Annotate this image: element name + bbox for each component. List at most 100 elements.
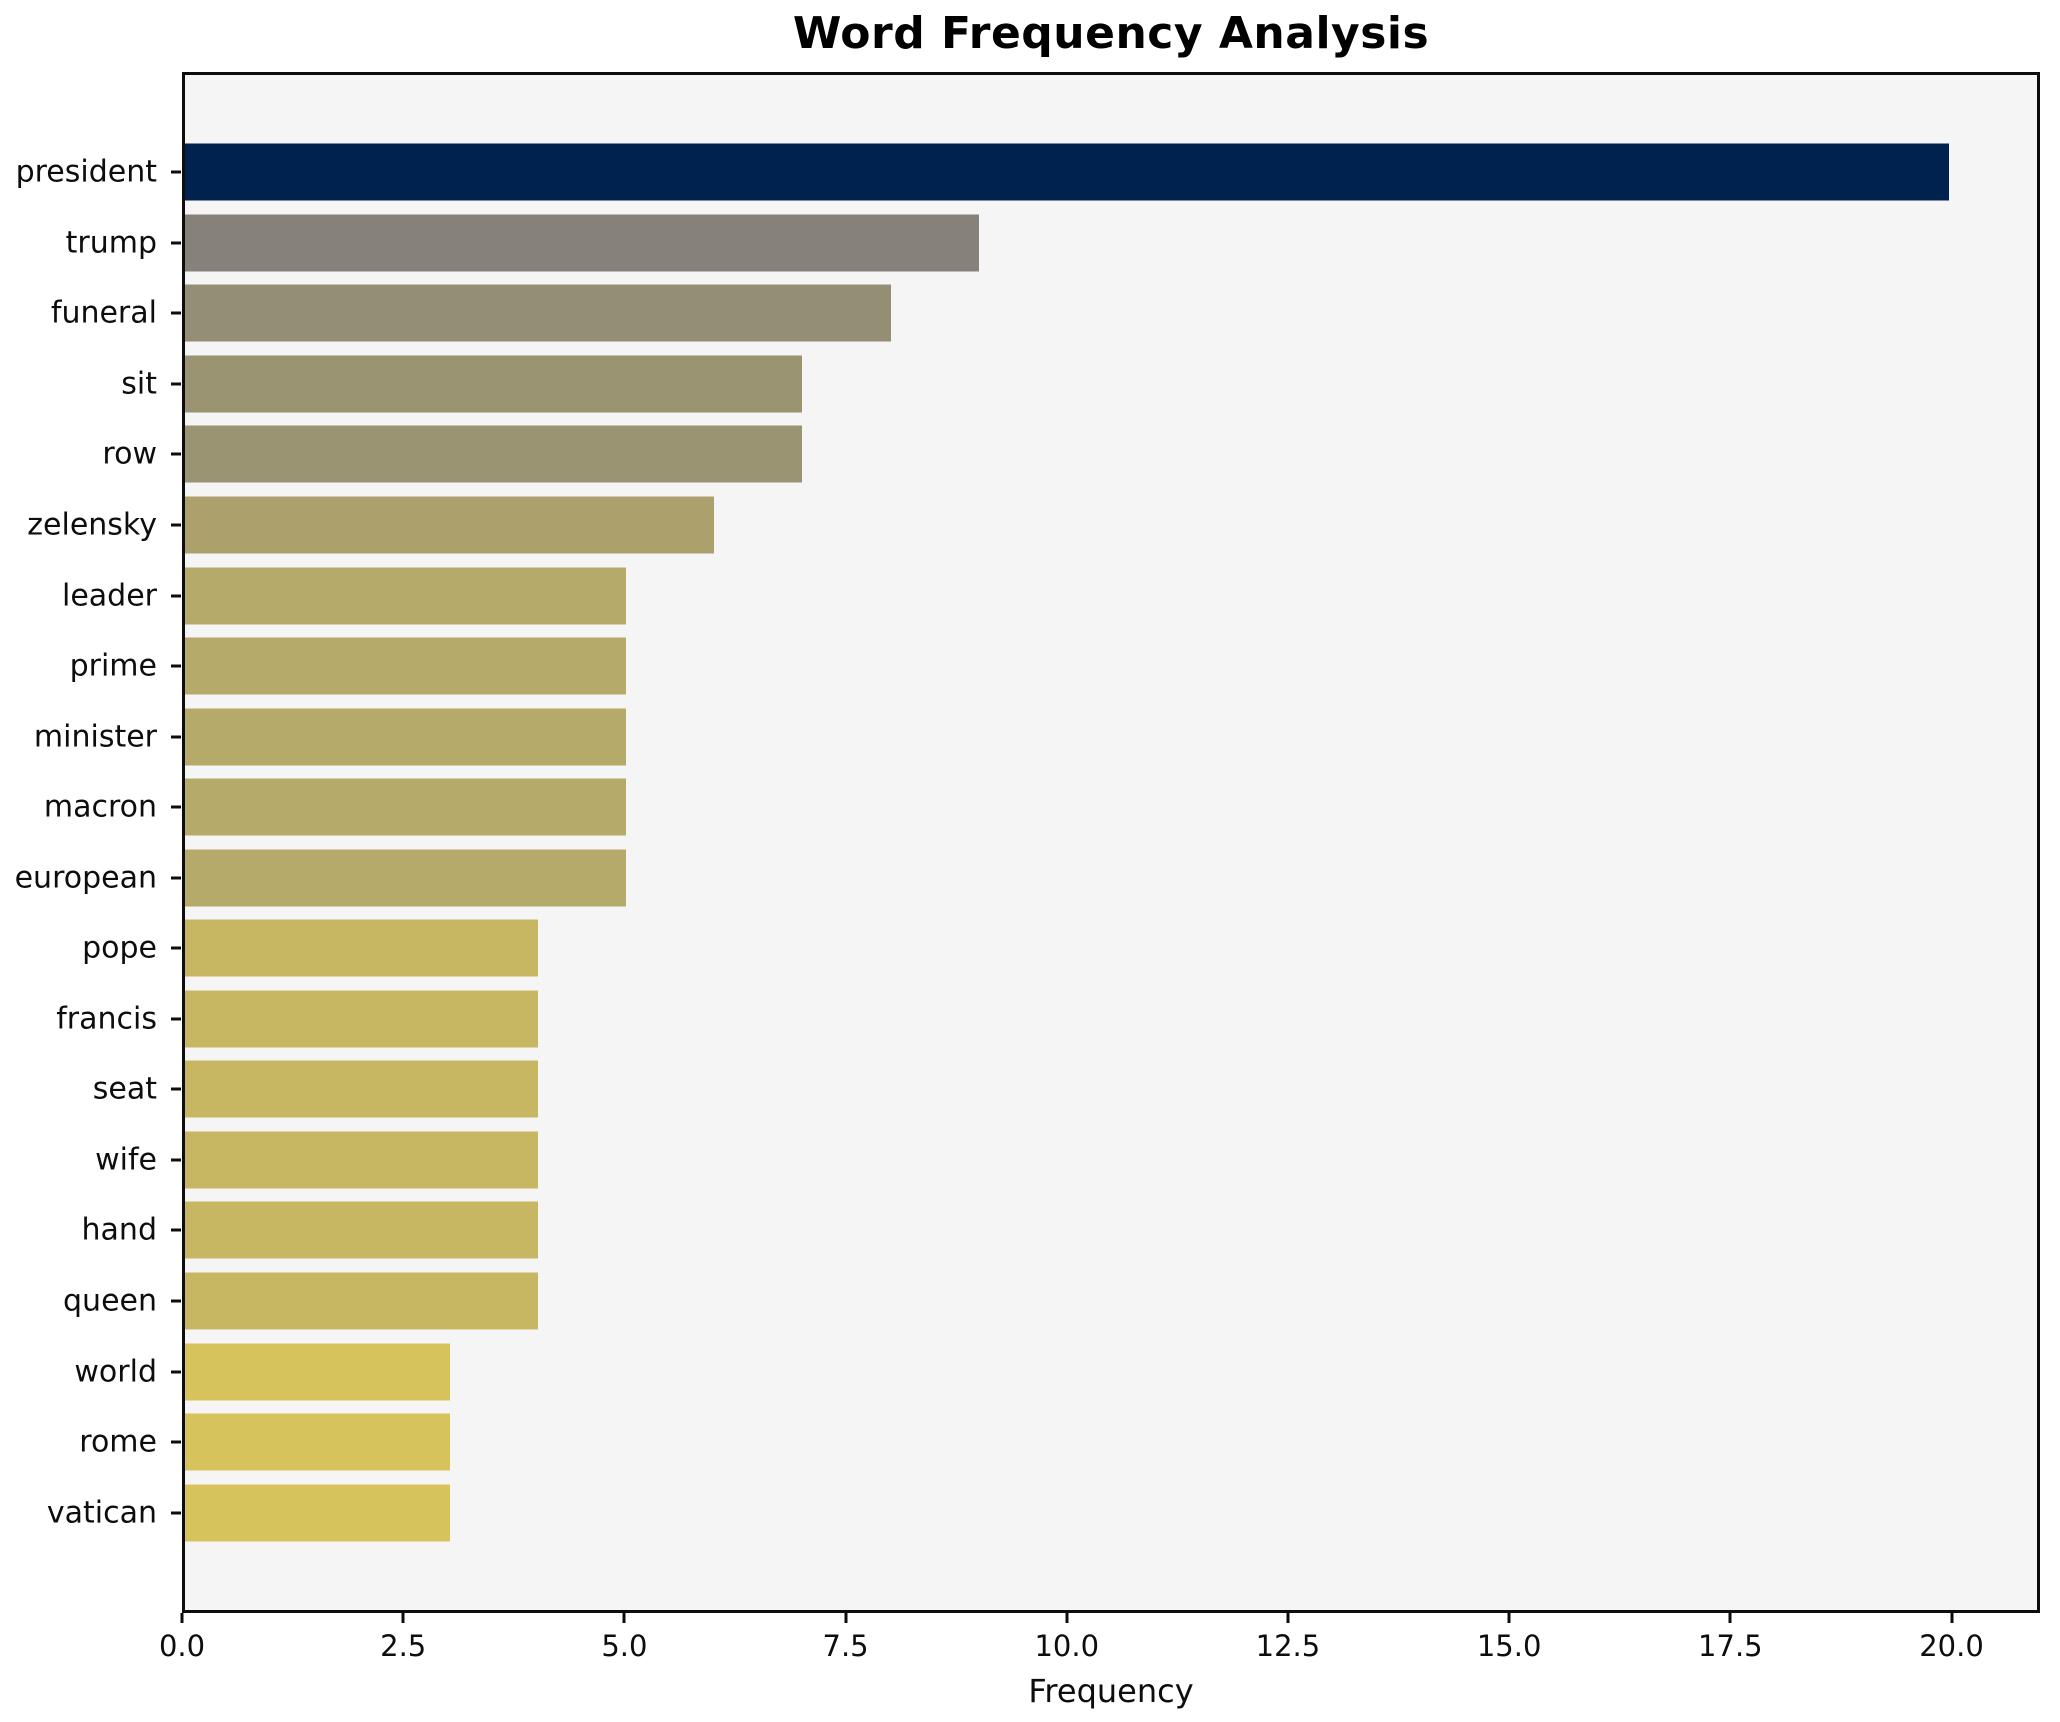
ytick-label-world: world	[74, 1354, 157, 1390]
ytick-mark	[171, 241, 181, 245]
bar-world	[185, 1343, 450, 1401]
x-axis-label: Frequency	[1028, 1672, 1194, 1710]
xtick-mark	[1728, 1613, 1732, 1623]
xtick-mark	[1950, 1613, 1954, 1623]
xtick-label-5.0: 5.0	[601, 1629, 648, 1663]
ytick-label-zelensky: zelensky	[27, 507, 157, 543]
ytick-mark	[171, 382, 181, 386]
bar-row: vatican	[47, 1477, 2037, 1548]
bar-row	[185, 425, 803, 483]
bar-sit	[185, 355, 803, 413]
bar-prime	[185, 637, 626, 695]
bar-row: seat	[93, 1054, 2037, 1125]
ytick-mark	[171, 1370, 181, 1374]
ytick-label-pope: pope	[82, 930, 157, 966]
xtick-mark	[180, 1613, 184, 1623]
bar-row: funeral	[51, 278, 2037, 349]
ytick-label-president: president	[15, 154, 157, 190]
bar-row: european	[15, 842, 2037, 913]
bar-row: francis	[56, 984, 2037, 1055]
bar-pope	[185, 919, 538, 977]
ytick-mark	[171, 876, 181, 880]
xtick-label-20.0: 20.0	[1919, 1629, 1984, 1663]
bar-hand	[185, 1201, 538, 1259]
bar-european	[185, 849, 626, 907]
ytick-mark	[171, 1440, 181, 1444]
bar-row: macron	[44, 772, 2037, 843]
ytick-label-rome: rome	[79, 1424, 157, 1460]
ytick-mark	[171, 1087, 181, 1091]
ytick-mark	[171, 946, 181, 950]
xtick-label-17.5: 17.5	[1698, 1629, 1763, 1663]
xtick-label-7.5: 7.5	[822, 1629, 869, 1663]
bar-row: prime	[70, 631, 2037, 702]
bar-row: trump	[66, 208, 2037, 279]
bar-row: minister	[34, 701, 2037, 772]
bar-row: queen	[63, 1266, 2037, 1337]
ytick-mark	[171, 452, 181, 456]
ytick-label-vatican: vatican	[46, 1495, 157, 1531]
xtick-label-12.5: 12.5	[1255, 1629, 1321, 1663]
bar-row: wife	[95, 1125, 2037, 1196]
bar-seat	[185, 1060, 538, 1118]
ytick-label-row: row	[102, 436, 157, 472]
bar-rome	[185, 1413, 450, 1471]
ytick-mark	[171, 664, 181, 668]
bar-funeral	[185, 284, 891, 342]
bar-francis	[185, 990, 538, 1048]
bars-area: president trump funeral sit row zelensky leade…	[15, 75, 2037, 1610]
xtick-mark	[622, 1613, 626, 1623]
ytick-mark	[171, 1228, 181, 1232]
bar-wife	[185, 1131, 538, 1189]
bar-row: president	[16, 137, 2037, 208]
ytick-label-seat: seat	[92, 1071, 157, 1107]
bar-row: leader	[62, 560, 2037, 631]
ytick-mark	[171, 1299, 181, 1303]
xtick-label-2.5: 2.5	[380, 1629, 427, 1663]
ytick-label-sit: sit	[121, 366, 157, 402]
bar-row: pope	[82, 913, 2037, 984]
x-axis: 0.0 2.5 5.0 7.5 10.0 12.5 15.0 17.5 20.0	[159, 1613, 2040, 1713]
bar-queen	[185, 1272, 538, 1330]
bar-zelensky	[185, 496, 715, 554]
ytick-label-minister: minister	[33, 719, 157, 755]
xtick-mark	[1286, 1613, 1290, 1623]
xtick-mark	[844, 1613, 848, 1623]
xtick-label-15.0: 15.0	[1476, 1629, 1542, 1663]
ytick-label-leader: leader	[61, 578, 157, 614]
ytick-mark	[171, 805, 181, 809]
ytick-mark	[171, 1017, 181, 1021]
bar-row: zelensky	[27, 490, 2037, 561]
ytick-mark	[171, 311, 181, 315]
ytick-label-macron: macron	[43, 789, 157, 825]
xtick-mark	[401, 1613, 405, 1623]
bar-row: sit	[121, 349, 2037, 420]
ytick-mark	[171, 1158, 181, 1162]
bar-row: row	[102, 419, 2037, 490]
bar-minister	[185, 708, 626, 766]
bar-president	[185, 143, 1949, 201]
bar-trump	[185, 214, 979, 272]
xtick-label-10.0: 10.0	[1034, 1629, 1100, 1663]
ytick-mark	[171, 735, 181, 739]
ytick-label-queen: queen	[63, 1283, 157, 1319]
ytick-label-funeral: funeral	[50, 295, 157, 331]
ytick-label-trump: trump	[65, 225, 157, 261]
bar-row: rome	[79, 1407, 2037, 1478]
ytick-mark	[171, 594, 181, 598]
ytick-label-francis: francis	[56, 1001, 157, 1037]
chart-title: Word Frequency Analysis	[792, 8, 1430, 59]
bar-leader	[185, 567, 626, 625]
bar-row: world	[74, 1336, 2037, 1407]
ytick-label-european: european	[14, 860, 157, 896]
plot-area: president trump funeral sit row zelensky leade…	[15, 72, 2040, 1613]
ytick-mark	[171, 523, 181, 527]
xtick-mark	[1507, 1613, 1511, 1623]
xtick-mark	[1065, 1613, 1069, 1623]
ytick-label-prime: prime	[69, 648, 157, 684]
ytick-mark	[171, 170, 181, 174]
bar-macron	[185, 778, 626, 836]
bar-row: hand	[82, 1195, 2037, 1266]
xtick-label-0.0: 0.0	[158, 1629, 206, 1663]
